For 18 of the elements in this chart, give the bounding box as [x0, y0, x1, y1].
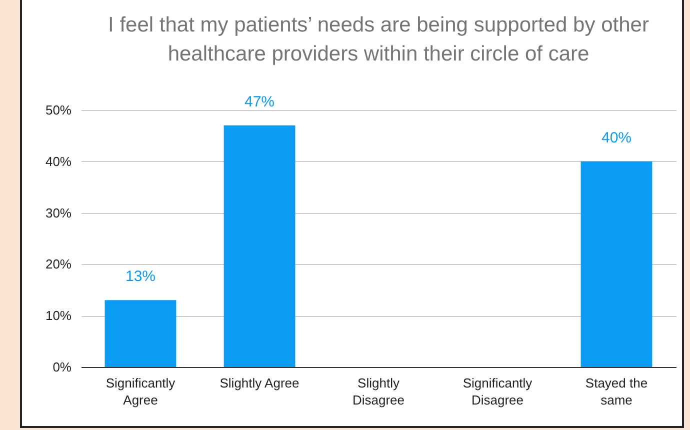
bar: [224, 125, 296, 367]
y-tick-label: 50%: [45, 102, 72, 118]
bar: [104, 300, 176, 367]
data-label: 13%: [125, 268, 156, 286]
bar: [580, 161, 652, 367]
chart-title: I feel that my patients’ needs are being supported by other healthcare providers within their circle of care: [108, 13, 649, 66]
x-tick-label: Slightly Agree: [220, 376, 300, 390]
y-tick-label: 20%: [45, 256, 72, 272]
x-tick-label: Stayed the same: [585, 376, 648, 408]
x-tick-label: Significantly Disagree: [462, 376, 533, 408]
data-label: 40%: [601, 129, 632, 146]
y-tick-label: 40%: [45, 154, 72, 169]
y-tick-label: 10%: [45, 308, 72, 324]
x-tick-label: Slightly Disagree: [352, 376, 405, 408]
y-tick-label: 30%: [45, 205, 72, 220]
data-label: 47%: [244, 93, 275, 110]
x-tick-label: Significantly Agree: [106, 376, 176, 408]
y-tick-label: 0%: [52, 360, 72, 374]
